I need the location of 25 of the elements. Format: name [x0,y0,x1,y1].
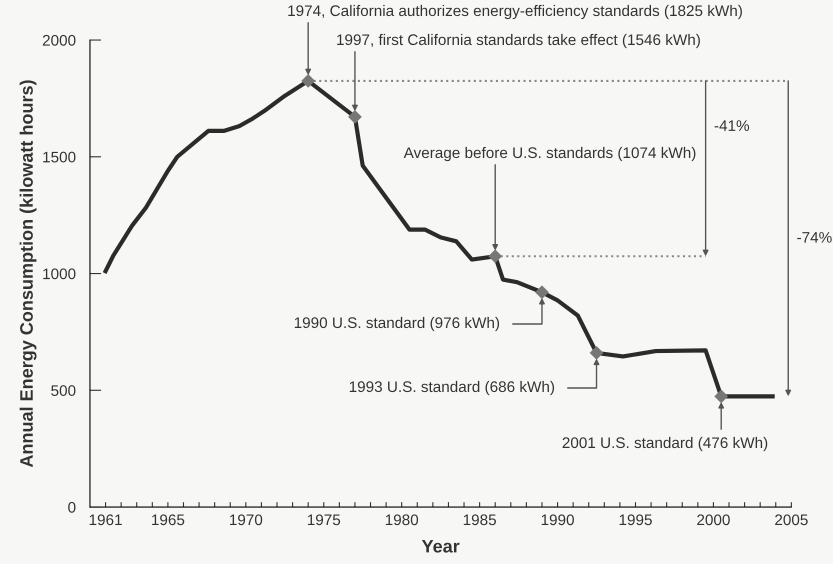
annotation: Average before U.S. standards (1074 kWh) [404,146,696,162]
annotation: 1990 U.S. standard (976 kWh) [294,316,500,332]
x-tick-label: 1970 [230,514,262,526]
y-axis-title: Annual Energy Consumption (kilowatt hours) [20,80,37,468]
y-tick-label: 2000 [42,34,76,46]
x-tick-label: 1961 [90,514,122,526]
y-tick-label: 0 [68,502,76,513]
y-tick-label: 1500 [43,152,76,162]
x-tick-label: 2005 [775,514,808,526]
annotation: 1997, first California standards take effect (1546 kWh) [337,34,700,48]
x-tick-label: 2000 [697,514,730,526]
annotation: 1993 U.S. standard (686 kWh) [350,380,554,396]
x-tick-label: 1965 [152,514,184,526]
x-tick-label: 1975 [308,514,340,526]
annotation: -41% [714,120,750,131]
x-tick-label: 1985 [464,514,496,526]
x-tick-label: 1980 [386,514,418,526]
annotation: 2001 U.S. standard (476 kWh) [562,436,768,452]
y-tick-label: 1000 [43,268,76,280]
text: -74% [797,232,832,243]
y-tick-label: 500 [51,385,76,396]
x-tick-label: 1990 [542,514,574,526]
annotation: 1974, California authorizes energy-efficiency standards (1825 kWh) [288,4,742,20]
x-axis-title: Year [422,540,460,553]
x-tick-label: 1995 [620,514,652,526]
